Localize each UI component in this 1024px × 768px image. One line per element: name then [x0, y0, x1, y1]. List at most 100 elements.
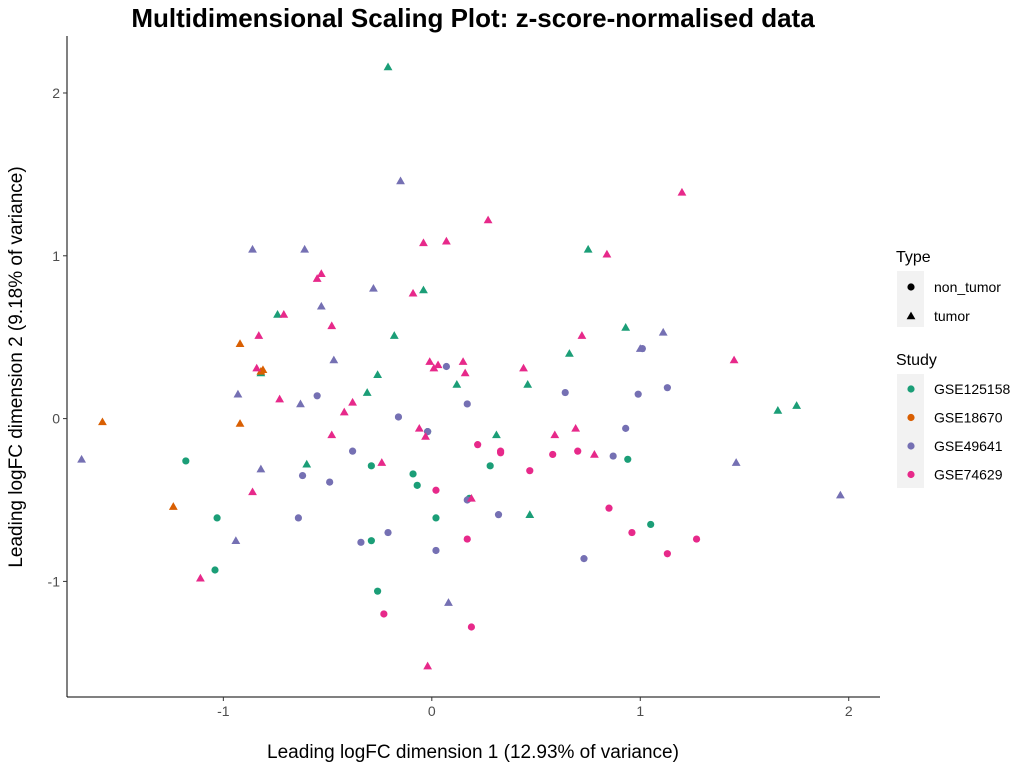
point-gse49641-tumor: [396, 176, 405, 185]
point-gse74629-tumor: [729, 355, 739, 364]
point-gse74629-non-tumor: [467, 623, 476, 631]
legend-key-gse74629: [907, 470, 915, 479]
legend-key-gse18670: [907, 413, 915, 422]
point-gse49641-non-tumor: [313, 392, 321, 400]
point-gse18670-tumor: [256, 366, 266, 375]
y-tick-label: 1: [52, 248, 60, 264]
point-gse49641-tumor: [256, 464, 266, 473]
point-gse49641-non-tumor: [580, 555, 588, 563]
data-points: [77, 62, 845, 670]
point-gse49641-tumor: [233, 389, 243, 398]
point-gse74629-tumor: [254, 331, 264, 339]
point-gse49641-non-tumor: [561, 388, 569, 397]
point-gse74629-non-tumor: [526, 467, 534, 475]
point-gse49641-non-tumor: [609, 452, 617, 460]
point-gse125158-non-tumor: [367, 537, 375, 545]
legend-label-gse18670: GSE18670: [934, 410, 1003, 426]
point-gse125158-tumor: [773, 406, 783, 414]
point-gse49641-tumor: [316, 301, 326, 310]
point-gse74629-tumor: [275, 394, 285, 403]
point-gse125158-tumor: [302, 459, 312, 468]
point-gse74629-tumor: [590, 450, 599, 458]
point-gse49641-tumor: [658, 327, 668, 336]
point-gse49641-tumor: [77, 454, 86, 463]
legend-type-title: Type: [896, 249, 931, 266]
point-gse74629-tumor: [327, 430, 337, 439]
point-gse74629-non-tumor: [497, 447, 505, 455]
y-tick-label: 0: [52, 411, 60, 427]
point-gse74629-tumor: [602, 249, 612, 258]
point-gse49641-tumor: [248, 244, 257, 253]
legend-label-gse74629: GSE74629: [934, 467, 1003, 483]
point-gse74629-non-tumor: [432, 486, 440, 494]
point-gse74629-tumor: [377, 458, 387, 466]
point-gse125158-non-tumor: [213, 514, 221, 522]
point-gse49641-non-tumor: [348, 447, 357, 455]
point-gse74629-tumor: [312, 274, 322, 282]
point-gse49641-non-tumor: [634, 390, 642, 398]
point-gse74629-tumor: [252, 363, 262, 372]
point-gse18670-tumor: [168, 502, 178, 510]
y-axis-label: Leading logFC dimension 2 (9.18% of vari…: [6, 166, 27, 567]
point-gse49641-non-tumor: [357, 538, 365, 546]
point-gse49641-tumor: [835, 490, 845, 499]
legend-study-title: Study: [896, 352, 937, 369]
point-gse74629-tumor: [423, 661, 433, 670]
point-gse74629-tumor: [327, 321, 337, 330]
point-gse74629-non-tumor: [605, 504, 613, 512]
legend-study-entries: GSE125158 GSE18670 GSE49641 GSE74629: [907, 381, 1010, 483]
legend-key-tumor: [906, 311, 916, 320]
legend-key-non-tumor: [907, 283, 915, 291]
point-gse125158-non-tumor: [432, 514, 440, 522]
point-gse49641-tumor: [300, 244, 310, 253]
point-gse74629-non-tumor: [549, 450, 557, 459]
point-gse18670-tumor: [98, 417, 107, 426]
point-gse125158-non-tumor: [409, 470, 417, 478]
point-gse49641-non-tumor: [463, 400, 471, 408]
point-gse49641-tumor: [731, 458, 741, 466]
point-gse125158-tumor: [273, 310, 282, 318]
point-gse74629-non-tumor: [628, 528, 636, 537]
point-gse125158-tumor: [362, 388, 372, 396]
point-gse74629-non-tumor: [463, 535, 471, 543]
point-gse49641-tumor: [231, 536, 241, 545]
point-gse49641-non-tumor: [622, 424, 630, 432]
point-gse49641-tumor: [296, 399, 305, 408]
point-gse74629-tumor: [316, 269, 326, 277]
x-tick-label: -1: [217, 703, 230, 719]
point-gse125158-tumor: [525, 510, 535, 518]
point-gse49641-tumor: [329, 355, 339, 364]
point-gse125158-tumor: [452, 380, 462, 388]
point-gse74629-tumor: [483, 215, 493, 224]
point-gse49641-non-tumor: [394, 413, 403, 421]
point-gse125158-non-tumor: [624, 455, 632, 463]
point-gse74629-tumor: [519, 363, 528, 372]
point-gse125158-tumor: [564, 349, 574, 357]
point-gse125158-tumor: [523, 380, 533, 388]
legend-key-gse49641: [907, 442, 915, 450]
legend-label-non-tumor: non_tumor: [934, 279, 1001, 295]
point-gse74629-non-tumor: [380, 610, 388, 618]
point-gse125158-non-tumor: [182, 457, 190, 465]
x-tick-label: 2: [845, 703, 853, 719]
point-gse49641-non-tumor: [384, 528, 392, 537]
point-gse74629-tumor: [408, 288, 418, 297]
point-gse74629-tumor: [429, 363, 439, 372]
legend-key-gse125158: [907, 385, 915, 393]
point-gse125158-non-tumor: [374, 587, 382, 595]
point-gse125158-tumor: [383, 62, 393, 71]
point-gse74629-tumor: [433, 360, 443, 369]
point-gse125158-non-tumor: [647, 520, 655, 529]
point-gse125158-non-tumor: [211, 566, 219, 574]
point-gse74629-tumor: [279, 310, 289, 318]
legend-label-gse125158: GSE125158: [934, 381, 1010, 397]
point-gse49641-tumor: [635, 344, 645, 352]
point-gse125158-non-tumor: [413, 481, 421, 489]
point-gse74629-tumor: [421, 432, 430, 440]
y-axis-ticks: -1 0 1 2: [48, 85, 67, 589]
point-gse49641-non-tumor: [298, 471, 307, 480]
point-gse74629-tumor: [467, 493, 476, 502]
point-gse74629-tumor: [442, 236, 451, 245]
